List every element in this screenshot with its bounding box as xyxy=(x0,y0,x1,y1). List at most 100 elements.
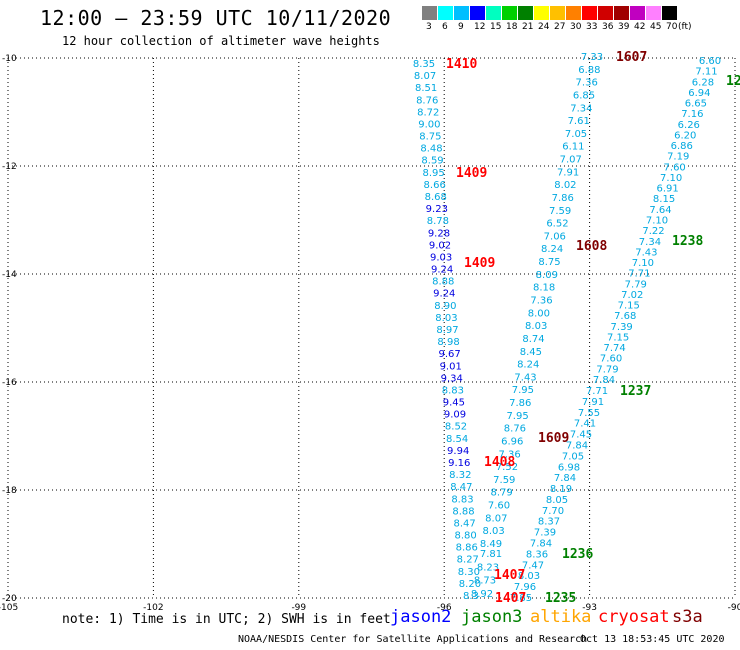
wave-height-value: 8.02 xyxy=(554,180,576,191)
wave-height-value: 9.16 xyxy=(448,458,470,469)
wave-height-value: 8.09 xyxy=(536,270,558,281)
lon-tick-label: -96 xyxy=(437,603,452,613)
axis-ticks: -10 -12 -14 -16 -18 -20-105 -102 -99 -96 -93 -90 xyxy=(0,54,740,613)
wave-height-value: 8.35 xyxy=(413,59,435,70)
wave-height-value: 8.3 xyxy=(463,591,479,602)
lon-tick-label: -90 xyxy=(728,603,740,613)
wave-height-value: 7.60 xyxy=(488,501,510,512)
wave-height-value: 7.02 xyxy=(621,290,643,301)
wave-height-value: 7.07 xyxy=(560,155,582,166)
lat-tick-label: -10 xyxy=(2,54,17,64)
wave-height-value: 6.28 xyxy=(692,77,714,88)
wave-height-value: 9.02 xyxy=(429,240,451,251)
wave-height-value: 8.07 xyxy=(485,513,507,524)
pass-number-label: 1238 xyxy=(672,234,703,249)
wave-height-value: 7.36 xyxy=(498,449,520,460)
wave-height-value: 6.60 xyxy=(699,56,721,67)
wave-height-value: 8.20 xyxy=(459,579,481,590)
wave-height-value: 8.32 xyxy=(449,470,471,481)
wave-height-value: 6.98 xyxy=(558,462,580,473)
wave-height-value: 9.23 xyxy=(426,204,448,215)
wave-height-value: 7.45 xyxy=(570,430,592,441)
credit-line: NOAA/NESDIS Center for Satellite Applica… xyxy=(238,634,588,645)
scale-swatch xyxy=(438,6,453,20)
scale-label: 3 xyxy=(426,22,432,32)
wave-height-value: 7.11 xyxy=(695,67,717,78)
scale-swatch xyxy=(566,6,581,20)
scale-swatch xyxy=(582,6,597,20)
lat-tick-label: -14 xyxy=(2,270,17,280)
pass-number-label: 1607 xyxy=(616,50,647,65)
pass-number-label: 1407 xyxy=(495,591,526,606)
wave-height-value: 9.24 xyxy=(431,265,453,276)
wave-height-value: 8.19 xyxy=(550,484,572,495)
lon-tick-label: -99 xyxy=(291,603,306,613)
legend-entry-jason3: jason3 xyxy=(461,607,523,627)
wave-height-value: 7.84 xyxy=(566,440,588,451)
pass-number-label: 1236 xyxy=(562,547,593,562)
lon-tick-label: -102 xyxy=(143,603,163,613)
wave-height-value: 7.10 xyxy=(632,258,654,269)
wave-height-value: 7.47 xyxy=(522,560,544,571)
wave-height-value: 7.61 xyxy=(568,116,590,127)
pass-number-label: 1409 xyxy=(456,166,487,181)
wave-height-value: 7.84 xyxy=(530,539,552,550)
wave-height-value: 8.47 xyxy=(450,482,472,493)
wave-height-value: 8.92 xyxy=(471,589,493,600)
wave-height-value: 7.33 xyxy=(581,52,603,63)
altimeter-tracks: 8.358.078.518.768.729.008.758.488.598.95… xyxy=(413,52,721,604)
wave-height-value: 7.10 xyxy=(660,173,682,184)
wave-height-value: 8.07 xyxy=(414,71,436,82)
wave-height-value: 7.71 xyxy=(586,386,608,397)
wave-height-value: 6.65 xyxy=(685,99,707,110)
scale-label: 33 xyxy=(586,22,598,32)
wave-height-value: 8.24 xyxy=(517,360,539,371)
wave-height-value: 6.94 xyxy=(688,88,710,99)
wave-height-value: 7.74 xyxy=(603,343,625,354)
footer-note: note: 1) Time is in UTC; 2) SWH is in fe… xyxy=(62,612,391,627)
wave-height-value: 8.88 xyxy=(432,277,454,288)
wave-height-value: 8.24 xyxy=(541,244,563,255)
wave-height-value: 8.80 xyxy=(455,531,477,542)
pass-labels: 1410 1409 1409 1408 1407 1407 1607 1608 1609 1238… xyxy=(446,50,740,606)
wave-height-value: 7.19 xyxy=(667,152,689,163)
wave-height-value: 8.45 xyxy=(520,347,542,358)
wave-height-value: 7.91 xyxy=(557,167,579,178)
wave-height-value: 8.30 xyxy=(458,567,480,578)
wave-height-value: 7.15 xyxy=(618,301,640,312)
wave-height-value: 7.91 xyxy=(582,397,604,408)
wave-height-value: 7.64 xyxy=(649,205,671,216)
wave-height-value: 7.43 xyxy=(635,247,657,258)
scale-label: 12 xyxy=(474,22,486,32)
wave-height-value: 7.84 xyxy=(554,473,576,484)
wave-height-value: 8.27 xyxy=(457,555,479,566)
wave-height-value: 6.86 xyxy=(671,141,693,152)
wave-height-value: 7.05 xyxy=(565,129,587,140)
scale-label: 15 xyxy=(490,22,502,32)
wave-height-value: 8.79 xyxy=(490,488,512,499)
wave-height-value: 7.59 xyxy=(549,206,571,217)
wave-height-value: 7.16 xyxy=(681,109,703,120)
wave-height-value: 8.74 xyxy=(522,334,544,345)
scale-swatch xyxy=(630,6,645,20)
wave-height-value: 8.18 xyxy=(533,283,555,294)
wave-height-value: 8.86 xyxy=(456,543,478,554)
scale-label: 36 xyxy=(602,22,614,32)
wave-height-value: 7.55 xyxy=(578,408,600,419)
wave-height-value: 7.22 xyxy=(642,226,664,237)
wave-height-value: 7.36 xyxy=(530,296,552,307)
wave-height-value: 9.09 xyxy=(444,410,466,421)
wave-height-value: 7.79 xyxy=(625,279,647,290)
pass-number-label: 12 xyxy=(726,74,740,89)
wave-height-value: 7.59 xyxy=(493,475,515,486)
wave-height-value: 8.49 xyxy=(480,539,502,550)
wave-height-value: 9.67 xyxy=(439,349,461,360)
scale-label: 45 xyxy=(650,22,662,32)
scale-label: 39 xyxy=(618,22,630,32)
legend-entry-cryosat: cryosat xyxy=(598,607,670,627)
wave-height-value: 9.45 xyxy=(443,398,465,409)
wave-height-value: 8.72 xyxy=(417,107,439,118)
wave-height-value: 8.37 xyxy=(538,517,560,528)
wave-height-value: 7.86 xyxy=(552,193,574,204)
